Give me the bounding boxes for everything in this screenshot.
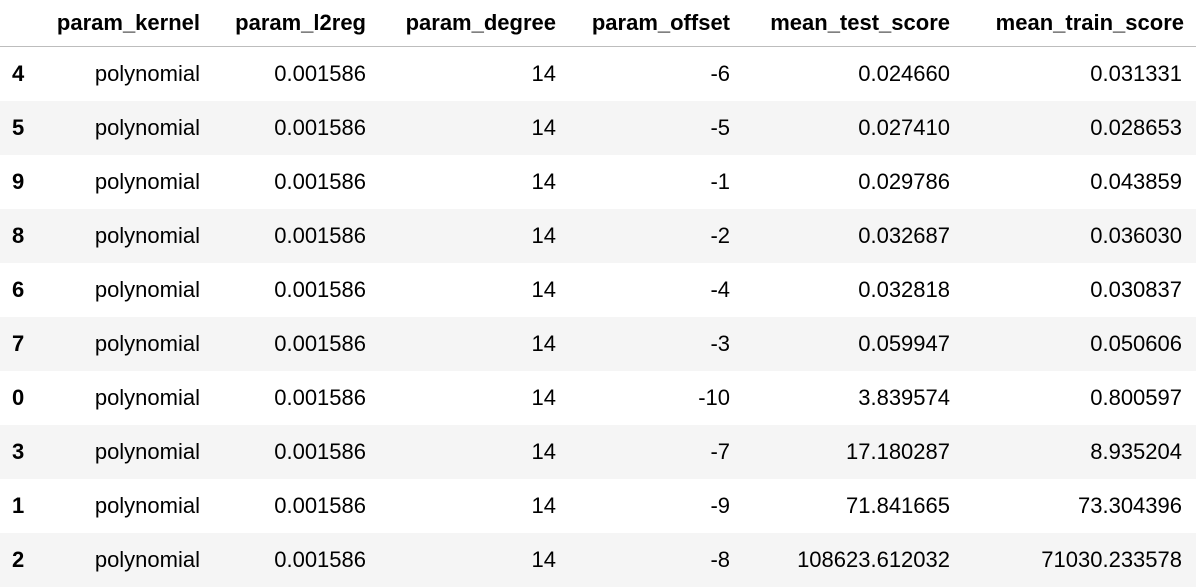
- cell-param-degree: 14: [531, 276, 556, 302]
- cell-param-l2reg: 0.001586: [274, 60, 366, 86]
- table-row: 2 polynomial 0.001586 14 -8 108623.612032 7103…: [0, 532, 1196, 587]
- cell-param-l2reg: 0.001586: [274, 330, 366, 356]
- row-index-label: 5: [12, 114, 25, 140]
- cell-param-kernel: polynomial: [94, 168, 200, 194]
- row-index-label: 3: [12, 438, 25, 464]
- table-row: 1 polynomial 0.001586 14 -9 71.841665 73.30439…: [0, 478, 1196, 533]
- table-row: 6 polynomial 0.001586 14 -4 0.032818 0.030837: [0, 262, 1196, 317]
- row-index-label: 7: [12, 330, 25, 356]
- cell-param-kernel: polynomial: [94, 330, 200, 356]
- column-header-mean-test-score: mean_test_score: [744, 0, 964, 47]
- column-header-param-degree: param_degree: [380, 0, 570, 47]
- row-index-label: 6: [12, 276, 25, 302]
- cell-param-kernel: polynomial: [94, 222, 200, 248]
- cell-param-kernel: polynomial: [94, 114, 200, 140]
- cell-param-l2reg: 0.001586: [274, 492, 366, 518]
- row-index-label: 9: [12, 168, 25, 194]
- column-header-param-kernel: param_kernel: [44, 0, 214, 47]
- header-row: param_kernel param_l2reg param_degree pa…: [0, 0, 1196, 47]
- row-index-label: 4: [12, 60, 25, 86]
- cell-mean-train-score: 0.028653: [1090, 114, 1182, 140]
- cell-param-degree: 14: [531, 384, 556, 410]
- table-row: 9 polynomial 0.001586 14 -1 0.029786 0.043859: [0, 154, 1196, 209]
- column-header-param-l2reg: param_l2reg: [214, 0, 380, 47]
- row-index-label: 8: [12, 222, 25, 248]
- cell-param-l2reg: 0.001586: [274, 276, 366, 302]
- cell-param-offset: -3: [710, 330, 730, 356]
- cell-param-l2reg: 0.001586: [274, 384, 366, 410]
- cell-param-degree: 14: [531, 438, 556, 464]
- cell-param-kernel: polynomial: [94, 492, 200, 518]
- table-header: param_kernel param_l2reg param_degree pa…: [0, 0, 1196, 47]
- cell-param-l2reg: 0.001586: [274, 168, 366, 194]
- cell-mean-test-score: 71.841665: [846, 492, 950, 518]
- cell-param-kernel: polynomial: [94, 276, 200, 302]
- cell-param-degree: 14: [531, 330, 556, 356]
- cell-mean-test-score: 108623.612032: [797, 546, 950, 572]
- cell-mean-train-score: 0.036030: [1090, 222, 1182, 248]
- cell-mean-test-score: 17.180287: [846, 438, 950, 464]
- cell-param-degree: 14: [531, 222, 556, 248]
- cell-mean-train-score: 0.031331: [1090, 60, 1182, 86]
- cell-param-offset: -9: [710, 492, 730, 518]
- cell-param-degree: 14: [531, 168, 556, 194]
- cell-mean-test-score: 0.032818: [858, 276, 950, 302]
- cell-param-offset: -5: [710, 114, 730, 140]
- cell-mean-train-score: 73.304396: [1078, 492, 1182, 518]
- cell-param-offset: -6: [710, 60, 730, 86]
- cell-param-degree: 14: [531, 114, 556, 140]
- table-row: 0 polynomial 0.001586 14 -10 3.839574 0.800597: [0, 370, 1196, 425]
- cell-mean-test-score: 0.029786: [858, 168, 950, 194]
- cell-mean-test-score: 0.032687: [858, 222, 950, 248]
- cell-param-kernel: polynomial: [94, 384, 200, 410]
- table-row: 4 polynomial 0.001586 14 -6 0.024660 0.031331: [0, 46, 1196, 101]
- column-header-param-offset: param_offset: [570, 0, 744, 47]
- column-header-mean-train-score: mean_train_score: [964, 0, 1196, 47]
- cell-param-offset: -10: [698, 384, 730, 410]
- cell-param-l2reg: 0.001586: [274, 114, 366, 140]
- cell-param-degree: 14: [531, 60, 556, 86]
- cell-param-degree: 14: [531, 492, 556, 518]
- cell-param-offset: -1: [710, 168, 730, 194]
- cell-mean-test-score: 0.059947: [858, 330, 950, 356]
- cell-mean-train-score: 0.043859: [1090, 168, 1182, 194]
- index-column-header: [0, 0, 44, 47]
- table-row: 8 polynomial 0.001586 14 -2 0.032687 0.036030: [0, 208, 1196, 263]
- cell-mean-test-score: 0.024660: [858, 60, 950, 86]
- table-row: 5 polynomial 0.001586 14 -5 0.027410 0.028653: [0, 100, 1196, 155]
- cell-param-degree: 14: [531, 546, 556, 572]
- cell-mean-test-score: 0.027410: [858, 114, 950, 140]
- row-index-label: 0: [12, 384, 25, 410]
- cell-mean-train-score: 0.030837: [1090, 276, 1182, 302]
- cell-param-offset: -4: [710, 276, 730, 302]
- cell-param-l2reg: 0.001586: [274, 546, 366, 572]
- row-index-label: 2: [12, 546, 25, 572]
- cell-mean-test-score: 3.839574: [858, 384, 950, 410]
- cell-mean-train-score: 71030.233578: [1041, 546, 1182, 572]
- cell-param-l2reg: 0.001586: [274, 438, 366, 464]
- cell-mean-train-score: 8.935204: [1090, 438, 1182, 464]
- table-body: 4 polynomial 0.001586 14 -6 0.024660 0.031331 5…: [0, 46, 1196, 587]
- cell-param-offset: -2: [710, 222, 730, 248]
- table-row: 3 polynomial 0.001586 14 -7 17.180287 8.935204: [0, 424, 1196, 479]
- cell-mean-train-score: 0.050606: [1090, 330, 1182, 356]
- cell-param-kernel: polynomial: [94, 546, 200, 572]
- cell-mean-train-score: 0.800597: [1090, 384, 1182, 410]
- cell-param-kernel: polynomial: [94, 60, 200, 86]
- cell-param-offset: -8: [710, 546, 730, 572]
- cell-param-l2reg: 0.001586: [274, 222, 366, 248]
- cell-param-kernel: polynomial: [94, 438, 200, 464]
- row-index-label: 1: [12, 492, 25, 518]
- table-row: 7 polynomial 0.001586 14 -3 0.059947 0.050606: [0, 316, 1196, 371]
- cell-param-offset: -7: [710, 438, 730, 464]
